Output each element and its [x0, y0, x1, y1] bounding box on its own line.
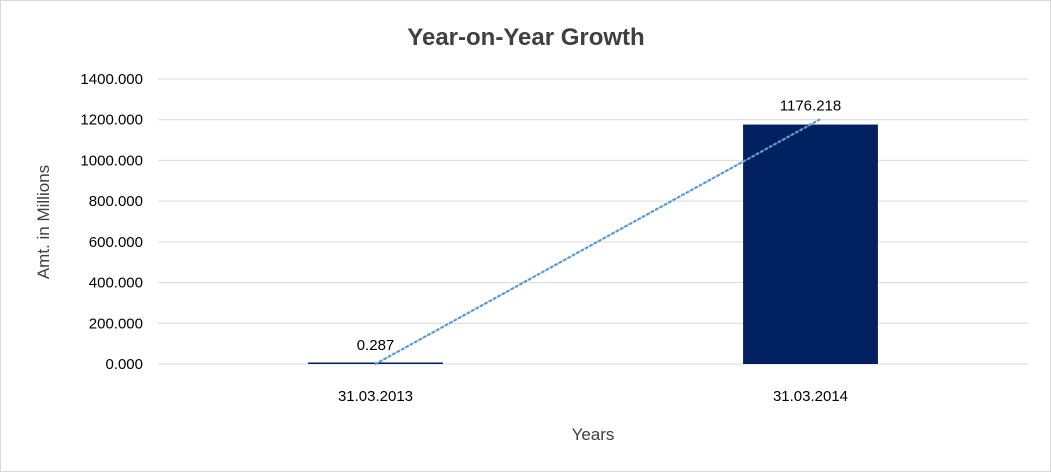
y-tick-label: 800.000 — [89, 193, 143, 210]
bars — [308, 124, 878, 364]
y-tick-label: 600.000 — [89, 234, 143, 251]
trendline — [374, 118, 821, 366]
y-tick-label: 1000.000 — [80, 152, 143, 169]
y-tick-label: 400.000 — [89, 275, 143, 292]
y-tick-label: 200.000 — [89, 315, 143, 332]
y-axis-label: Amt. in Millions — [34, 165, 53, 279]
gridlines — [158, 78, 1028, 365]
x-axis-label: Years — [572, 425, 615, 444]
x-tick-label: 31.03.2014 — [773, 388, 848, 405]
x-tick-label: 31.03.2013 — [338, 388, 413, 405]
data-label: 1176.218 — [780, 98, 841, 115]
bar — [743, 124, 878, 364]
trendline-line — [374, 118, 821, 366]
data-labels: 0.287 1176.218 — [357, 98, 842, 354]
y-axis-ticks: 0.000 200.000 400.000 600.000 800.000 1000.00… — [80, 71, 143, 373]
x-axis-ticks: 31.03.2013 31.03.2014 — [338, 388, 848, 405]
y-tick-label: 1200.000 — [80, 112, 143, 129]
y-tick-label: 1400.000 — [80, 71, 143, 88]
y-tick-label: 0.000 — [105, 356, 143, 373]
chart-title: Year-on-Year Growth — [407, 24, 644, 51]
data-label: 0.287 — [357, 337, 395, 354]
